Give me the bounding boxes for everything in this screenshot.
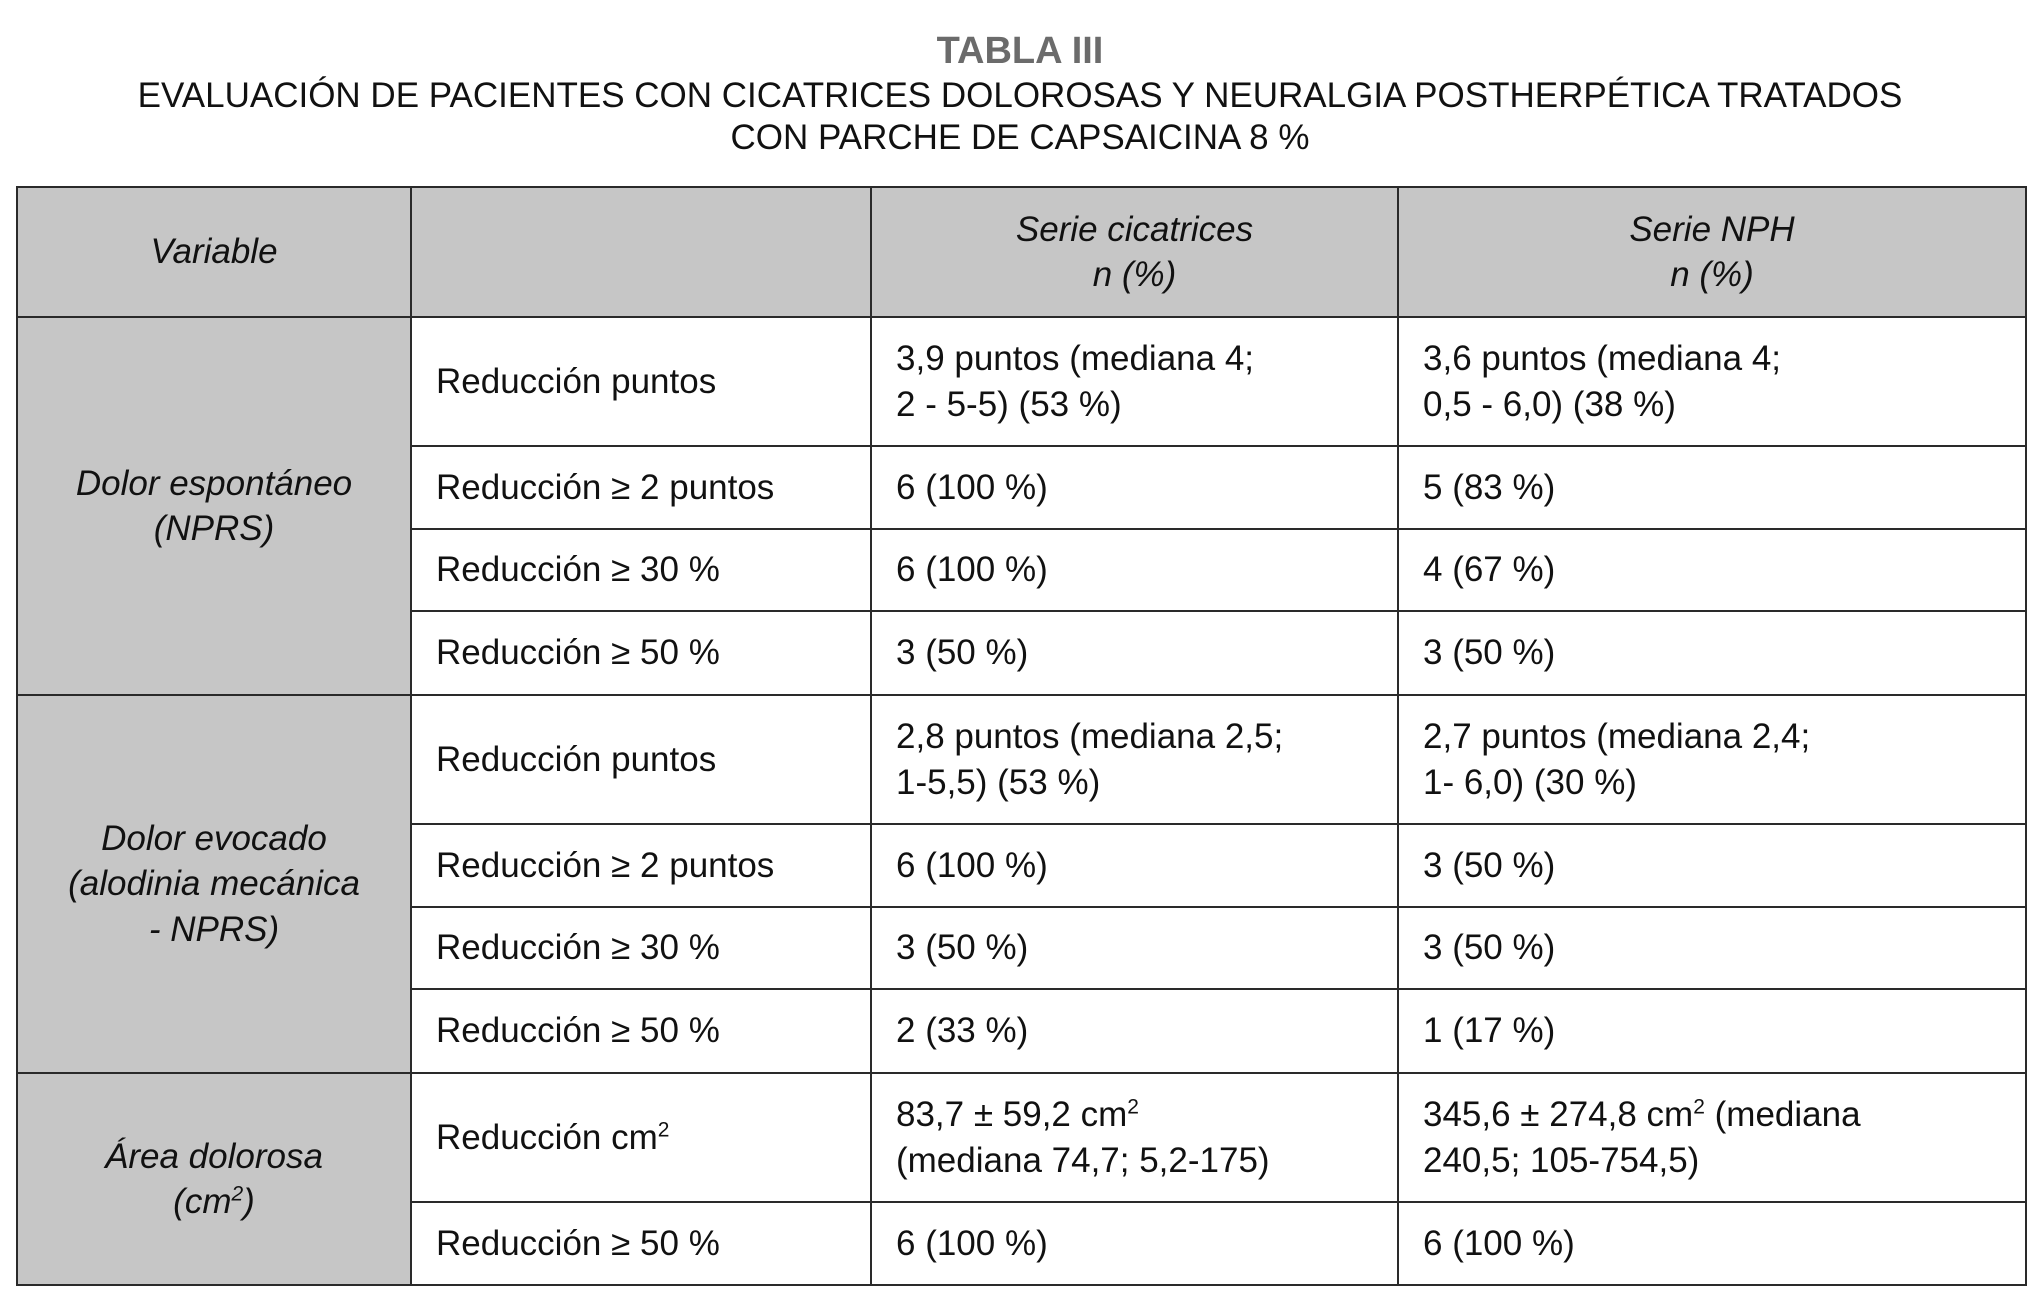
cell-text: (mediana 74,7; 5,2-175) [896, 1140, 1270, 1180]
table-row: Reducción ≥ 2 puntos 6 (100 %) 3 (50 %) [17, 823, 2027, 908]
row-label: Reducción puntos [410, 694, 872, 825]
table-row: Dolor espontáneo (NPRS) Reducción puntos … [16, 316, 2027, 696]
cell-text: 2 - 5-5) (53 %) [896, 384, 1122, 424]
cell-cicatrices: 6 (100 %) [870, 445, 1399, 530]
row-label: Reducción ≥ 50 % [410, 1201, 872, 1286]
group-label: ) [243, 1182, 255, 1221]
header-row: Variable Serie cicatrices n (%) Serie NPH… [16, 186, 2027, 318]
cell-text: 3,6 puntos (mediana 4; [1423, 339, 1782, 378]
table-row: Reducción ≥ 50 % 2 (33 %) 1 (17 %) [17, 988, 2027, 1074]
cell-nph: 3 (50 %) [1397, 906, 2027, 990]
cell-text: 240,5; 105-754,5) [1423, 1140, 1700, 1180]
table-label: TABLA III [936, 30, 1104, 72]
group-label: Área dolorosa [105, 1136, 323, 1176]
row-label: Reducción ≥ 2 puntos [410, 823, 872, 908]
cell-text: (mediana [1704, 1095, 1861, 1134]
cell-text: 1-5,5) (53 %) [896, 762, 1101, 802]
table-row: Dolor evocado (alodinia mecánica - NPRS) R… [16, 694, 2027, 1074]
group-dolor-espontaneo: Dolor espontáneo (NPRS) [16, 316, 412, 696]
cell-nph: 3 (50 %) [1397, 823, 2027, 908]
cell-cicatrices: 6 (100 %) [870, 823, 1399, 908]
group-label: (cm [173, 1182, 232, 1221]
cell-cicatrices: 83,7 ± 59,2 cm2 (mediana 74,7; 5,2-175) [870, 1072, 1399, 1203]
cell-nph: 1 (17 %) [1397, 988, 2027, 1074]
row-label: Reducción ≥ 30 % [410, 906, 872, 990]
group-area-dolorosa: Área dolorosa (cm2) [16, 1072, 412, 1286]
cell-text: 345,6 ± 274,8 cm [1423, 1095, 1694, 1134]
group-label: (NPRS) [153, 509, 275, 548]
cell-nph: 3,6 puntos (mediana 4; 0,5 - 6,0) (38 %) [1397, 316, 2027, 447]
header-blank [410, 186, 872, 318]
row-label: Reducción ≥ 2 puntos [410, 445, 872, 530]
table-row: Reducción ≥ 50 % 6 (100 %) 6 (100 %) [17, 1201, 2027, 1286]
cell-nph: 5 (83 %) [1397, 445, 2027, 530]
table-title-line-2: CON PARCHE DE CAPSAICINA 8 % [730, 118, 1310, 157]
cell-cicatrices: 2,8 puntos (mediana 2,5; 1-5,5) (53 %) [870, 694, 1399, 825]
header-text: Serie cicatrices [1015, 209, 1254, 249]
cell-text: 1- 6,0) (30 %) [1423, 762, 1637, 802]
row-label: Reducción ≥ 30 % [410, 528, 872, 612]
superscript: 2 [231, 1182, 244, 1206]
group-label: Dolor evocado [101, 818, 327, 858]
cell-text: 2,7 puntos (mediana 2,4; [1423, 717, 1811, 756]
header-text: n (%) [1092, 255, 1177, 294]
row-label: Reducción ≥ 50 % [410, 988, 872, 1074]
group-label: - NPRS) [148, 909, 280, 949]
cell-cicatrices: 2 (33 %) [870, 988, 1399, 1074]
table-row: Área dolorosa (cm2) Reducción cm2 83,7 ± … [16, 1072, 2027, 1286]
table-row: Reducción ≥ 50 % 3 (50 %) 3 (50 %) [17, 610, 2027, 696]
group-label: (alodinia mecánica [68, 864, 360, 904]
cell-text: 83,7 ± 59,2 cm [896, 1095, 1128, 1134]
cell-nph: 6 (100 %) [1397, 1201, 2027, 1286]
superscript: 2 [657, 1118, 670, 1142]
cell-cicatrices: 6 (100 %) [870, 1201, 1399, 1286]
cell-nph: 4 (67 %) [1397, 528, 2027, 612]
group-dolor-evocado: Dolor evocado (alodinia mecánica - NPRS) [16, 694, 412, 1074]
cell-text: 3,9 puntos (mediana 4; [896, 339, 1255, 378]
group-label: Dolor espontáneo [75, 463, 353, 503]
cell-cicatrices: 3,9 puntos (mediana 4; 2 - 5-5) (53 %) [870, 316, 1399, 447]
header-serie-cicatrices: Serie cicatrices n (%) [870, 186, 1399, 318]
table-row: Reducción ≥ 2 puntos 6 (100 %) 5 (83 %) [17, 445, 2027, 530]
row-label-text: Reducción cm [436, 1117, 658, 1157]
header-text: Serie NPH [1629, 209, 1795, 249]
row-label: Reducción cm2 [410, 1072, 872, 1203]
table-row: Reducción ≥ 30 % 3 (50 %) 3 (50 %) [17, 906, 2027, 990]
table-row: Reducción ≥ 30 % 6 (100 %) 4 (67 %) [17, 528, 2027, 612]
header-variable: Variable [16, 186, 412, 318]
row-label: Reducción ≥ 50 % [410, 610, 872, 696]
superscript: 2 [1693, 1095, 1705, 1119]
cell-nph: 3 (50 %) [1397, 610, 2027, 696]
cell-cicatrices: 6 (100 %) [870, 528, 1399, 612]
cell-nph: 345,6 ± 274,8 cm2 (mediana 240,5; 105-754… [1397, 1072, 2027, 1203]
cell-cicatrices: 3 (50 %) [870, 906, 1399, 990]
header-serie-nph: Serie NPH n (%) [1397, 186, 2027, 318]
table-title-line-1: EVALUACIÓN DE PACIENTES CON CICATRICES D… [137, 76, 1903, 115]
results-table: Variable Serie cicatrices n (%) Serie NPH… [16, 186, 2027, 1286]
header-text: n (%) [1670, 255, 1754, 294]
cell-cicatrices: 3 (50 %) [870, 610, 1399, 696]
cell-nph: 2,7 puntos (mediana 2,4; 1- 6,0) (30 %) [1397, 694, 2027, 825]
cell-text: 2,8 puntos (mediana 2,5; [896, 717, 1284, 756]
row-label: Reducción puntos [410, 316, 872, 447]
cell-text: 0,5 - 6,0) (38 %) [1423, 384, 1676, 424]
superscript: 2 [1127, 1095, 1139, 1119]
